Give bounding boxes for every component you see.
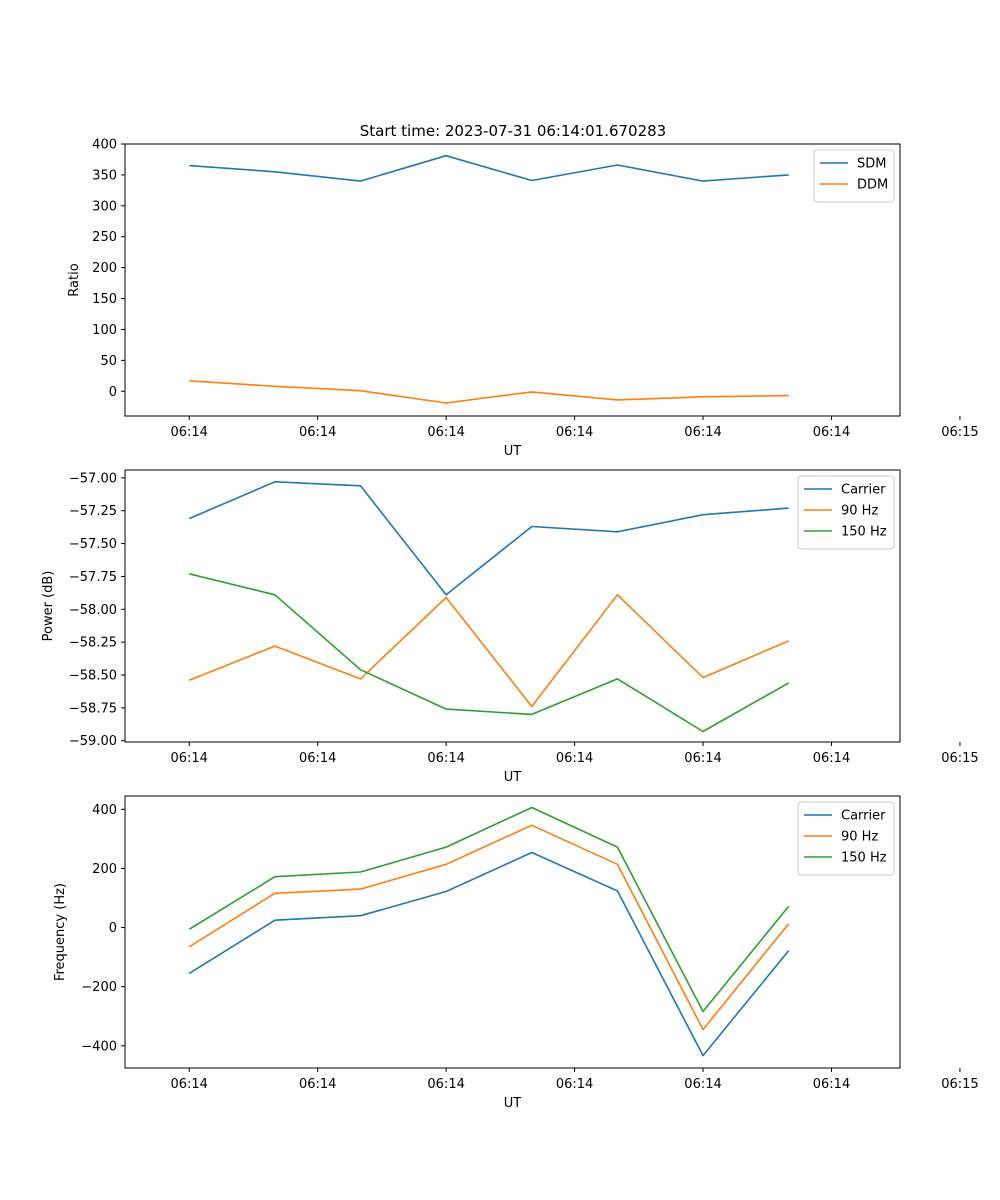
y-tick-label: −58.50 <box>69 668 117 683</box>
y-tick-label: −200 <box>81 980 117 995</box>
y-tick-label: 150 <box>92 292 117 307</box>
x-tick-label: 06:14 <box>299 425 336 440</box>
ratio-panel: 06:14 06:14 06:14 06:14 06:14 06:14 06:15 0 50 10… <box>67 138 979 460</box>
x-tick-label: 06:14 <box>299 1077 336 1092</box>
power-panel: 06:14 06:14 06:14 06:14 06:14 06:14 06:15 −57.0… <box>41 469 979 785</box>
x-tick-label: 06:14 <box>299 751 336 766</box>
axes-frame <box>124 143 901 417</box>
x-tick-label: 06:14 <box>427 425 464 440</box>
y-tick-label: 250 <box>92 230 117 245</box>
legend-label: Carrier <box>841 809 886 824</box>
series-line-150-hz <box>189 573 790 733</box>
x-tick-label: 06:15 <box>941 751 978 766</box>
legend-label: 90 Hz <box>841 504 878 519</box>
legend-label: 150 Hz <box>841 525 887 540</box>
x-tick-label: 06:14 <box>556 425 593 440</box>
x-tick-label: 06:14 <box>427 751 464 766</box>
x-tick-label: 06:14 <box>813 425 850 440</box>
x-tick-label: 06:14 <box>813 1077 850 1092</box>
x-tick-label: 06:14 <box>684 751 721 766</box>
axes-frame <box>124 469 901 743</box>
x-tick-label: 06:14 <box>556 1077 593 1092</box>
x-tick-label: 06:14 <box>170 1077 207 1092</box>
y-tick-label: −59.00 <box>69 734 117 749</box>
x-axis-label: UT <box>504 444 522 459</box>
series-line-sdm <box>189 154 789 182</box>
x-tick-label: 06:14 <box>170 751 207 766</box>
y-tick-label: 0 <box>109 921 117 936</box>
y-tick-label: −58.25 <box>69 636 117 651</box>
x-tick-label: 06:15 <box>941 425 978 440</box>
y-tick-label: 300 <box>92 199 117 214</box>
y-tick-label: −400 <box>81 1039 117 1054</box>
y-tick-label: 400 <box>92 138 117 153</box>
legend-label: Carrier <box>841 483 886 498</box>
y-axis-label: Frequency (Hz) <box>53 883 68 981</box>
series-line-ddm <box>189 380 789 404</box>
legend-label: SDM <box>857 157 886 172</box>
y-axis-label: Power (dB) <box>41 571 56 642</box>
y-tick-label: −57.75 <box>69 570 117 585</box>
y-tick-label: 100 <box>92 323 117 338</box>
y-tick-label: 0 <box>109 385 117 400</box>
y-tick-label: −57.25 <box>69 504 117 519</box>
y-axis-label: Ratio <box>67 263 82 296</box>
series-line-carrier <box>188 851 790 1057</box>
series-line-150-hz <box>188 806 790 1013</box>
y-tick-label: 350 <box>92 168 117 183</box>
y-tick-label: 200 <box>92 261 117 276</box>
y-tick-label: −57.50 <box>69 537 117 552</box>
y-tick-label: −57.00 <box>69 471 117 486</box>
figure-title: Start time: 2023-07-31 06:14:01.670283 <box>360 122 666 140</box>
y-tick-label: −58.75 <box>69 701 117 716</box>
x-tick-label: 06:14 <box>684 425 721 440</box>
frequency-panel: 06:14 06:14 06:14 06:14 06:14 06:14 06:15 −400 −… <box>53 795 979 1111</box>
legend: Carrier 90 Hz 150 Hz <box>797 475 895 550</box>
axes-frame <box>124 795 901 1069</box>
series-line-90-hz <box>188 824 790 1031</box>
x-tick-label: 06:15 <box>941 1077 978 1092</box>
y-tick-label: 50 <box>100 354 117 369</box>
y-tick-label: 200 <box>92 862 117 877</box>
y-tick-label: −58.00 <box>69 603 117 618</box>
x-tick-label: 06:14 <box>556 751 593 766</box>
x-axis-label: UT <box>504 1096 522 1111</box>
legend-label: DDM <box>857 178 888 193</box>
series-line-90-hz <box>188 593 790 708</box>
legend-label: 90 Hz <box>841 830 878 845</box>
x-tick-label: 06:14 <box>813 751 850 766</box>
x-tick-label: 06:14 <box>427 1077 464 1092</box>
x-tick-label: 06:14 <box>684 1077 721 1092</box>
legend: Carrier 90 Hz 150 Hz <box>797 801 895 876</box>
x-tick-label: 06:14 <box>170 425 207 440</box>
legend-label: 150 Hz <box>841 851 887 866</box>
legend: SDM DDM <box>813 149 895 203</box>
x-axis-label: UT <box>504 770 522 785</box>
series-line-carrier <box>188 480 789 596</box>
y-tick-label: 400 <box>92 803 117 818</box>
